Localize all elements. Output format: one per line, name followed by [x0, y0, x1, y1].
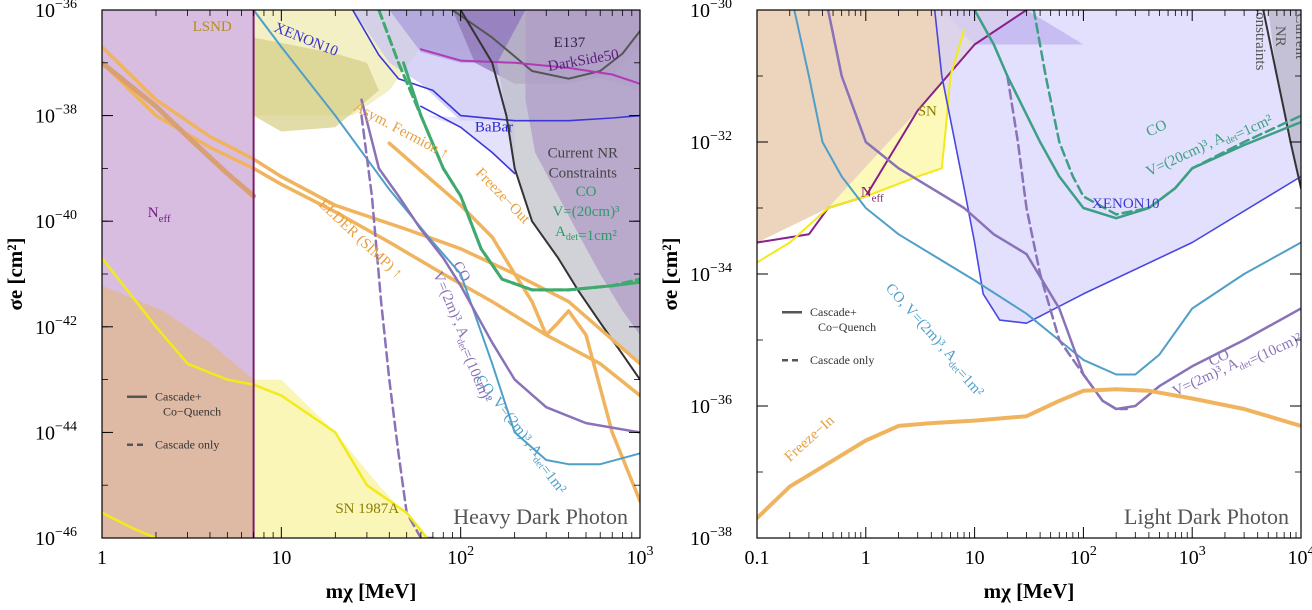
x-tick-label: 10 — [271, 547, 291, 569]
y-axis-title: σe [cm²] — [3, 237, 27, 310]
legend-label: Co−Quench — [163, 405, 221, 419]
plot-area: Neff SN XENON10 CurrentNRConstraints Freeze−… — [757, 2, 1308, 521]
legend: Cascade+Co−Quench Cascade only — [127, 390, 221, 452]
series-freeze-out — [387, 141, 640, 503]
region-band-10 — [525, 10, 640, 335]
series-sn-1987a-low — [102, 511, 158, 538]
series-freeze-in — [757, 387, 1301, 521]
y-tick-label: 10−34 — [690, 261, 732, 286]
series-co-v-20cm-a-det-1cm — [973, 10, 1301, 220]
region-band-4 — [974, 10, 1084, 45]
region-band-4 — [253, 37, 379, 132]
x-tick-label: 10 — [965, 547, 985, 569]
series-co-v-20cm-a-det-1cm-cascade-only — [377, 10, 640, 292]
curve-label-co-v-2m-a-det-1m: CO, V=(2m)³, Adet=1m² — [879, 281, 990, 401]
legend-label: Co−Quench — [818, 320, 876, 334]
series-xenon10 — [933, 10, 1301, 324]
text-label-line: Constraints — [1252, 2, 1268, 70]
legend-label: Cascade+ — [810, 305, 857, 319]
x-tick-label: 0.1 — [745, 547, 770, 569]
y-tick-label: 10−38 — [35, 103, 77, 128]
series-e137 — [451, 10, 640, 80]
region-label-neff: Neff — [148, 205, 171, 225]
panel-title: Heavy Dark Photon — [453, 504, 628, 529]
y-tick-label: 10−42 — [35, 314, 77, 339]
text-label-co-v-20cm-a-det-1cm: CO V=(20cm)³ Adet=1cm² — [552, 184, 620, 244]
text-label-line: Constraints — [549, 166, 617, 182]
panel-title: Light Dark Photon — [1124, 504, 1289, 529]
text-label-line: Current NR — [548, 146, 618, 162]
series-co-v-2m-a-det-10cm-cascade-only — [360, 114, 435, 538]
text-label-line: NR — [1272, 26, 1288, 47]
region-label-sn-1987a: SN 1987A — [335, 501, 399, 517]
curve-label-v-2m-a-det-10cm: V=(2m)³, Adet=(10cm)² — [1170, 327, 1305, 404]
series-babar — [420, 105, 516, 175]
text-label-current-nr-constraints: CurrentNRConstraints — [1252, 2, 1308, 70]
region-label-neff: Neff — [861, 184, 884, 204]
text-label-line: Current — [1292, 13, 1308, 60]
series-co-v-2m-a-det-10cm — [826, 10, 1301, 411]
x-tick-label: 102 — [1070, 544, 1097, 569]
y-tick-label: 10−30 — [690, 0, 732, 22]
x-axis-title: mχ [MeV] — [984, 579, 1075, 603]
y-tick-label: 10−44 — [35, 419, 77, 444]
curve-label-freeze-in: Freeze−In — [782, 412, 838, 465]
series-current-nr-boundary — [1262, 10, 1301, 190]
series-co-v-2m-a-det-10cm-cascade-only — [1006, 74, 1128, 411]
text-label-line: CO — [576, 184, 597, 200]
series-co-v-2m-a-det-1m — [793, 10, 1301, 376]
region-label-xenon10: XENON10 — [1092, 196, 1160, 212]
y-tick-label: 10−32 — [690, 129, 732, 154]
region-label-lsnd: LSND — [193, 19, 232, 35]
region-band-2 — [102, 285, 254, 538]
series-co-v-2m-a-det-1m — [252, 10, 640, 466]
region-sn — [828, 36, 975, 208]
series-co-v-20cm-a-det-1cm-cascade-only — [1032, 10, 1301, 216]
curve-label-elder-simp: ELDER (SIMP) ↑ — [315, 197, 405, 283]
region-sn-1987a — [253, 379, 428, 538]
x-tick-label: 1 — [861, 547, 871, 569]
x-axis-title: mχ [MeV] — [326, 579, 417, 603]
region-label-e137: E137 — [554, 35, 586, 51]
series-co-v-2m-a-det-10cm — [360, 98, 640, 434]
region-xenon10 — [934, 10, 1301, 324]
text-label-line: Adet=1cm² — [555, 224, 617, 244]
x-tick-label: 102 — [447, 544, 474, 569]
y-tick-label: 10−36 — [690, 393, 732, 418]
x-tick-label: 1 — [97, 547, 107, 569]
legend-label: Cascade+ — [155, 390, 202, 404]
x-tick-label: 104 — [1288, 544, 1312, 569]
series-asym-fermion-wide — [102, 60, 257, 199]
legend-label: Cascade only — [155, 438, 219, 452]
x-tick-label: 103 — [627, 544, 654, 569]
series-sn-1987a — [102, 256, 429, 538]
region-babar — [427, 115, 515, 174]
text-label-line: V=(20cm)³ — [552, 204, 620, 220]
series-sn — [757, 28, 966, 264]
chart-panel-2: Neff SN XENON10 CurrentNRConstraints Freeze−… — [658, 0, 1312, 603]
series-xenon10-left — [933, 10, 936, 11]
legend: Cascade+Co−Quench Cascade only — [782, 305, 876, 367]
series-xenon10 — [351, 10, 640, 122]
y-tick-label: 10−38 — [690, 525, 732, 550]
y-tick-label: 10−46 — [35, 525, 77, 550]
y-tick-label: 10−36 — [35, 0, 77, 22]
series-elder-simp — [102, 61, 640, 398]
region-neff — [757, 10, 1027, 243]
series-asym-fermion — [102, 45, 640, 366]
region-label-sn: SN — [918, 104, 937, 120]
x-tick-label: 103 — [1179, 544, 1206, 569]
series-darkside50 — [419, 48, 640, 85]
region-label-babar: BaBar — [475, 119, 513, 135]
text-label-current-nr-constraints: Current NR Constraints — [548, 146, 618, 182]
y-axis-title: σe [cm²] — [658, 237, 682, 310]
legend-label: Cascade only — [810, 353, 874, 367]
y-tick-label: 10−40 — [35, 208, 77, 233]
